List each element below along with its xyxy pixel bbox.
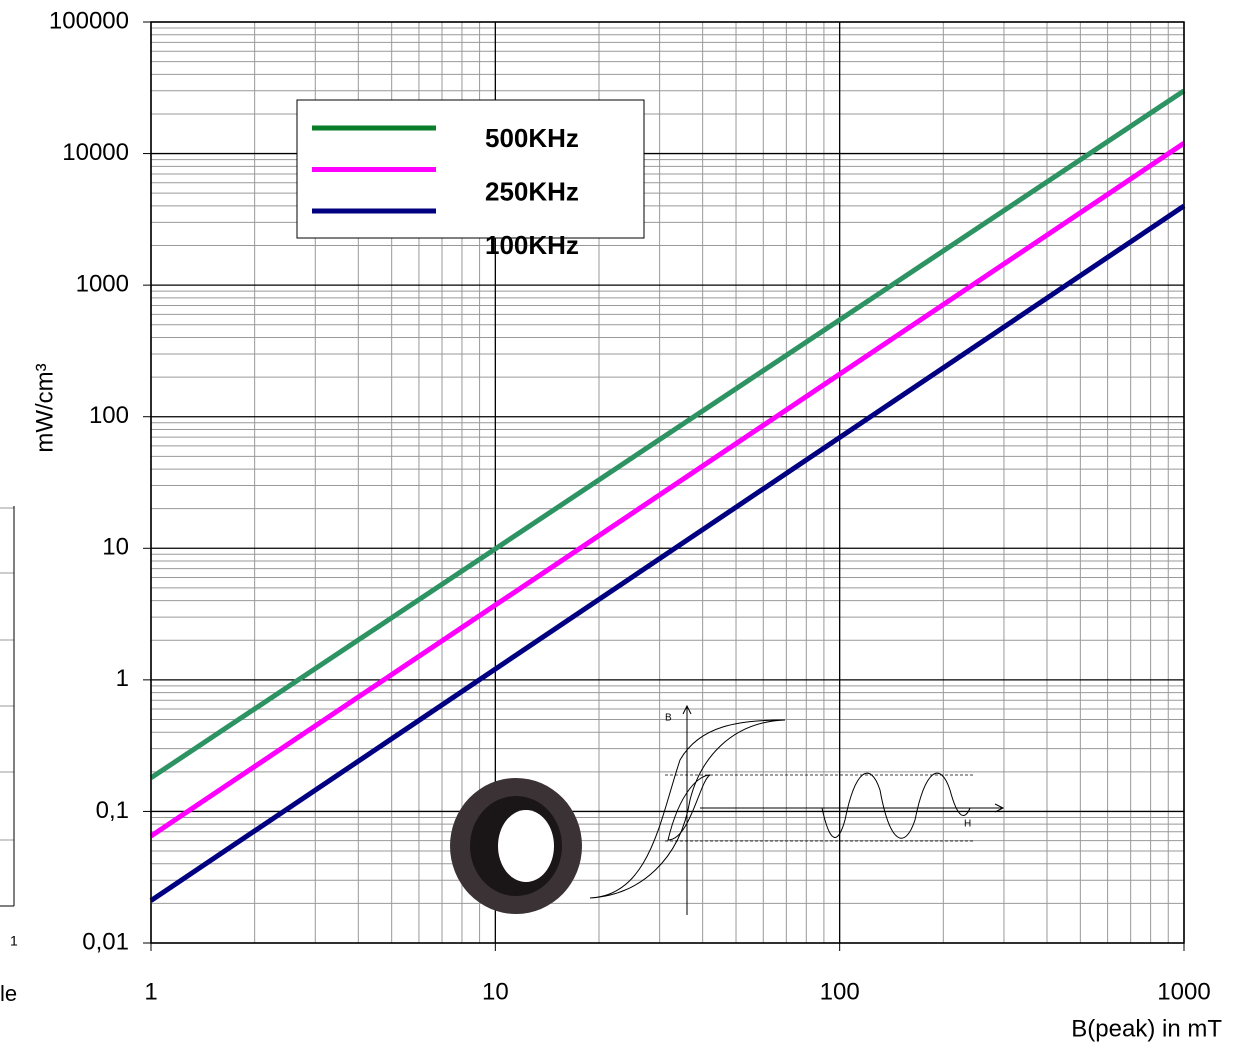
wave bbox=[821, 772, 971, 839]
y-tick-label: 100000 bbox=[49, 7, 129, 34]
series-line bbox=[149, 203, 1186, 903]
arrow bbox=[994, 803, 1005, 813]
x-axis-label: B(peak) in mT bbox=[1071, 1015, 1222, 1042]
illustration: B H bbox=[450, 704, 1005, 915]
y-axis-label: mW/cm³ bbox=[31, 363, 58, 452]
y-tick-label: 10 bbox=[102, 534, 129, 561]
y-tick-label: 100 bbox=[89, 402, 129, 429]
ticks: 1 10 100 1000 0,01 0,1 1 10 100 1000 10000 100000 bbox=[49, 7, 1211, 1005]
b-label: B bbox=[665, 713, 672, 724]
y-tick-label: 1000 bbox=[76, 270, 129, 297]
legend: 500KHz 250KHz 100KHz bbox=[296, 99, 645, 260]
series-line bbox=[149, 88, 1186, 780]
x-tick-label: 1000 bbox=[1157, 978, 1210, 1005]
h-label: H bbox=[964, 819, 971, 830]
y-tick-label: 0,1 bbox=[96, 797, 129, 824]
fragment-text: 1 bbox=[10, 933, 18, 949]
arrow bbox=[682, 704, 692, 715]
hysteresis-loop bbox=[589, 719, 786, 899]
legend-label: 250KHz bbox=[485, 176, 579, 206]
x-tick-label: 1 bbox=[144, 978, 157, 1005]
series-lines bbox=[149, 88, 1186, 903]
x-tick-label: 10 bbox=[482, 978, 509, 1005]
neighbor-fragment: 1 le bbox=[0, 506, 18, 1006]
y-tick-label: 1 bbox=[116, 665, 129, 692]
legend-label: 100KHz bbox=[485, 230, 579, 260]
series-line bbox=[149, 141, 1186, 839]
y-tick-label: 10000 bbox=[62, 139, 129, 166]
fragment-text: le bbox=[0, 981, 17, 1006]
x-tick-label: 100 bbox=[820, 978, 860, 1005]
plot-frame bbox=[150, 21, 1185, 944]
toroid-hole bbox=[498, 810, 554, 882]
legend-label: 500KHz bbox=[485, 123, 579, 153]
y-tick-label: 0,01 bbox=[82, 928, 129, 955]
